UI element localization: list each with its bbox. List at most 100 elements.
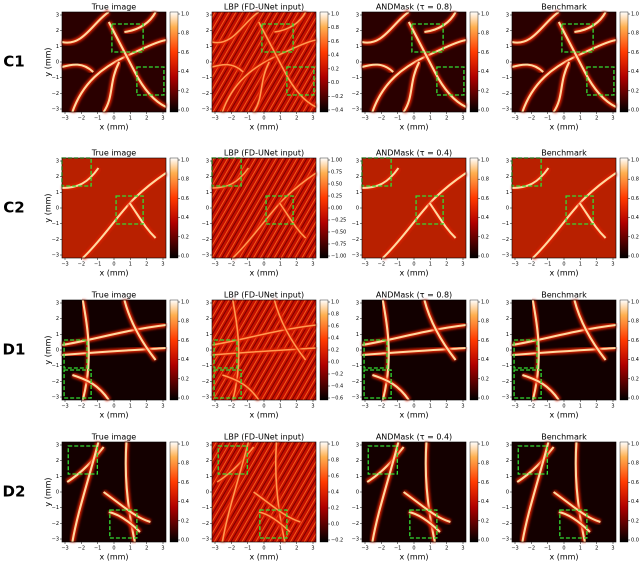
y-tick-label: −1 <box>52 505 59 511</box>
vessel <box>361 347 467 356</box>
vessel <box>558 511 591 533</box>
colorbar-tick-label: 0.2 <box>631 234 639 240</box>
x-tick-label: −1 <box>94 404 101 410</box>
y-tick-label: 2 <box>206 28 209 34</box>
colorbar <box>619 11 629 113</box>
y-tick-label: −3 <box>352 395 359 401</box>
colorbar-tick-label: 0.4 <box>631 357 639 363</box>
vessels <box>361 166 468 260</box>
panel-title: LBP (FD-UNet input) <box>224 291 304 300</box>
colorbar-tick-label: −0.6 <box>331 396 343 402</box>
x-tick-label: 3 <box>161 404 164 410</box>
x-tick-label: −2 <box>228 546 235 552</box>
y-tick-label: −3 <box>202 253 209 259</box>
y-tick-label: −1 <box>502 363 509 369</box>
x-tick-label: −3 <box>61 262 68 268</box>
x-tick-label: 3 <box>611 546 614 552</box>
colorbar <box>469 157 479 259</box>
colorbar-tick-label: 0.25 <box>331 194 342 200</box>
x-tick-label: 3 <box>311 116 314 122</box>
colorbar-tick-label: 0.6 <box>481 480 489 486</box>
y-tick-label: 1 <box>56 332 59 338</box>
x-tick-label: 1 <box>429 404 432 410</box>
y-tick-label: −3 <box>202 107 209 113</box>
colorbar-tick-label: 0.4 <box>631 69 639 75</box>
colorbar-tick-label: 0.0 <box>481 108 489 114</box>
panel-image <box>61 9 168 114</box>
y-tick-label: −3 <box>202 395 209 401</box>
y-tick-label: −2 <box>52 237 59 243</box>
y-tick-label: −2 <box>202 237 209 243</box>
panel-title: Benchmark <box>541 149 587 158</box>
vessel <box>211 63 244 73</box>
x-tick-label: 0 <box>562 546 565 552</box>
x-tick-label: −3 <box>211 262 218 268</box>
vessel <box>278 202 307 239</box>
y-tick-label: 2 <box>356 174 359 180</box>
colorbar <box>619 441 629 543</box>
vessel <box>366 446 405 483</box>
colorbar-tick-label: 0.8 <box>631 319 639 325</box>
y-tick-label: 3 <box>356 13 359 19</box>
colorbar-tick-label: −0.2 <box>331 94 343 100</box>
vessel <box>381 299 390 401</box>
x-tick-label: 1 <box>579 116 582 122</box>
x-tick-label: −2 <box>78 546 85 552</box>
y-tick-label: 0 <box>56 490 59 496</box>
colorbar-tick-label: 0.2 <box>331 66 339 72</box>
y-tick-label: −3 <box>502 253 509 259</box>
vessel <box>253 491 301 523</box>
panel-image <box>211 299 317 402</box>
y-tick-label: 1 <box>356 332 359 338</box>
colorbar-tick-label: 0.4 <box>631 215 639 221</box>
colorbar-tick-label: 0.6 <box>631 338 639 344</box>
x-tick-label: 2 <box>295 404 298 410</box>
y-tick-label: −2 <box>52 521 59 527</box>
row-label: D1 <box>3 341 26 359</box>
x-tick-label: −2 <box>78 116 85 122</box>
panel-title: True image <box>91 149 137 158</box>
colorbar-tick-label: 1.0 <box>481 300 489 306</box>
colorbar <box>169 299 179 401</box>
vessel <box>66 446 105 483</box>
y-tick-label: 0 <box>356 490 359 496</box>
colorbar-tick-label: 0.0 <box>331 522 339 528</box>
x-tick-label: −2 <box>528 404 535 410</box>
colorbar-tick-label: 0.2 <box>181 234 189 240</box>
panel-title: ANDMask (τ = 0.8) <box>376 291 452 300</box>
zoom-box <box>213 339 238 369</box>
x-tick-label: 2 <box>595 262 598 268</box>
zoom-box <box>67 445 99 475</box>
colorbar <box>319 441 329 543</box>
y-tick-label: 1 <box>506 332 509 338</box>
vessels <box>61 9 168 114</box>
vessel <box>573 299 607 361</box>
panel-title: LBP (FD-UNet input) <box>224 433 304 442</box>
x-tick-label: −1 <box>94 116 101 122</box>
vessel <box>61 11 110 44</box>
colorbar-tick-label: 0.4 <box>181 69 189 75</box>
y-tick-label: −1 <box>202 363 209 369</box>
vessel <box>511 11 560 44</box>
panel-title: ANDMask (τ = 0.4) <box>376 433 452 442</box>
vessel <box>61 63 94 73</box>
image-background <box>62 442 166 542</box>
x-tick-label: 0 <box>562 262 565 268</box>
zoom-box <box>411 23 444 53</box>
vessel <box>102 61 121 113</box>
vessel <box>402 491 451 523</box>
vessel <box>408 511 441 533</box>
vessels <box>365 441 452 543</box>
colorbar-tick-label: 0.6 <box>481 50 489 56</box>
colorbar-tick-label: 1.0 <box>331 12 339 18</box>
vessel <box>511 324 617 346</box>
x-axis-label: x (mm) <box>249 123 278 132</box>
x-axis-label: x (mm) <box>99 123 128 132</box>
colorbar-tick-label: 0.00 <box>331 206 342 212</box>
x-tick-label: −3 <box>211 116 218 122</box>
y-tick-label: 3 <box>356 159 359 165</box>
vessel <box>552 61 571 113</box>
x-tick-label: −2 <box>78 262 85 268</box>
colorbar-tick-label: 0.8 <box>331 25 339 31</box>
zoom-box <box>115 195 144 225</box>
